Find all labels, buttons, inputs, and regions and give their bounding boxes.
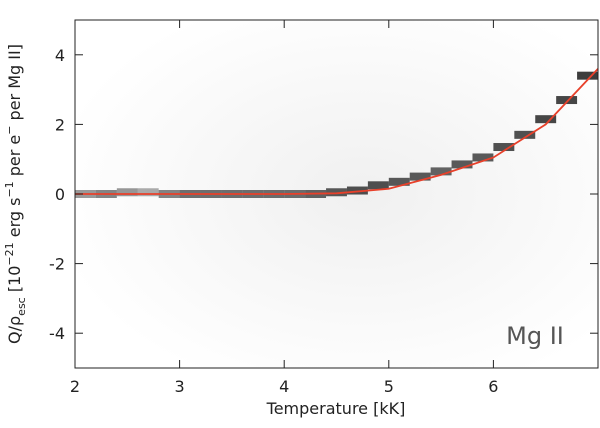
y-axis-label-part: esc xyxy=(15,297,28,316)
density-cell xyxy=(472,153,494,162)
y-axis-label-part: −21 xyxy=(3,242,16,265)
y-axis-label-part: per e xyxy=(5,135,24,182)
density-cell xyxy=(577,71,598,80)
density-cell xyxy=(346,186,368,195)
plot-marks xyxy=(75,68,599,198)
density-cell xyxy=(116,188,138,197)
x-axis-label: Temperature [kK] xyxy=(266,399,406,418)
annotation: Mg II xyxy=(506,322,564,350)
density-cell xyxy=(430,167,452,176)
density-cell xyxy=(388,177,410,186)
density-cell xyxy=(326,188,347,197)
y-axis-label-part: [10 xyxy=(5,266,24,298)
y-tick-label: -2 xyxy=(49,255,65,274)
density-cell xyxy=(409,172,431,181)
density-cell xyxy=(514,130,536,139)
y-axis-label-part: − xyxy=(3,126,16,135)
density-cell xyxy=(556,96,578,105)
density-cell xyxy=(451,160,473,169)
density-cell xyxy=(367,181,389,190)
y-tick-label: 2 xyxy=(55,115,65,134)
x-tick-label: 3 xyxy=(175,377,185,396)
x-tick-label: 6 xyxy=(488,377,498,396)
fit-line xyxy=(75,68,599,195)
y-axis-label-part: erg s xyxy=(5,198,24,243)
y-tick-label: -4 xyxy=(49,324,65,343)
y-tick-label: 0 xyxy=(55,185,65,204)
y-axis-label-part: Q/ρ xyxy=(5,316,24,344)
y-tick-label: 4 xyxy=(55,46,65,65)
y-axis-label-part: per Mg II] xyxy=(5,44,24,125)
y-axis-label: Q/ρesc [10−21 erg s−1 per e− per Mg II] xyxy=(3,44,28,344)
density-cell xyxy=(493,143,515,152)
x-tick-label: 2 xyxy=(70,377,80,396)
x-tick-label: 5 xyxy=(384,377,394,396)
density-cell xyxy=(535,115,557,124)
density-cell xyxy=(137,188,159,197)
y-axis-label-part: −1 xyxy=(3,181,16,197)
x-tick-label: 4 xyxy=(279,377,289,396)
